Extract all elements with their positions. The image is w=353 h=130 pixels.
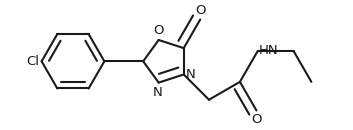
Text: N: N <box>186 68 196 81</box>
Text: O: O <box>251 113 262 126</box>
Text: HN: HN <box>258 44 278 57</box>
Text: N: N <box>153 86 163 99</box>
Text: O: O <box>195 4 205 17</box>
Text: O: O <box>154 24 164 37</box>
Text: Cl: Cl <box>26 55 40 68</box>
